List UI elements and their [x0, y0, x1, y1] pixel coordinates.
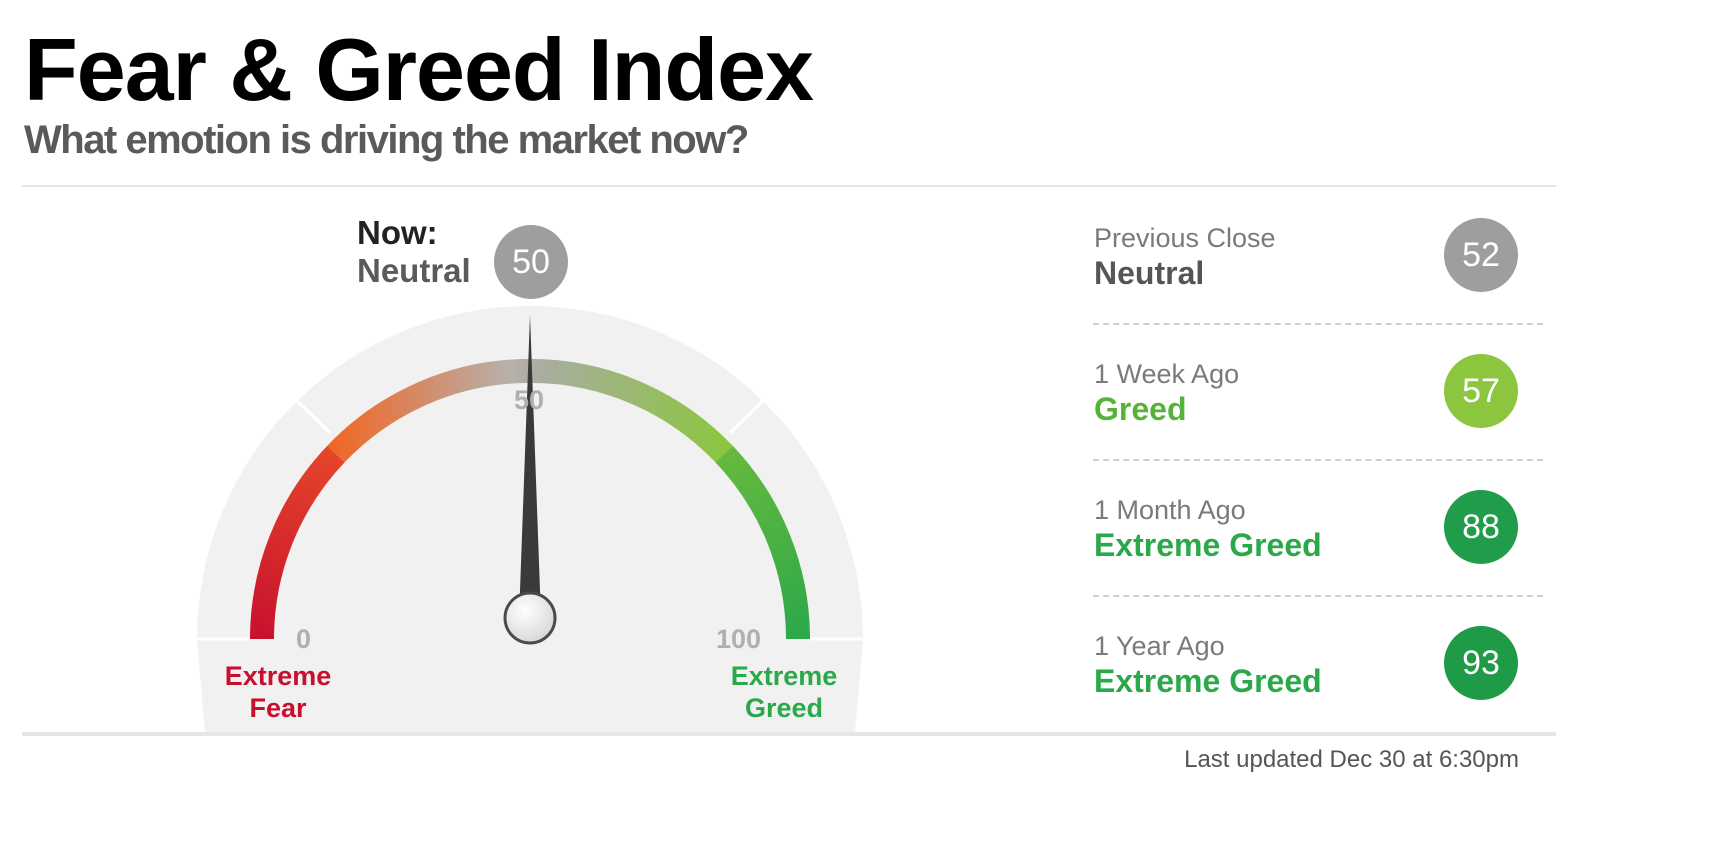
gauge-label-extreme-fear: Extreme Fear [224, 661, 332, 723]
now-block: Now: Neutral [357, 214, 471, 290]
gauge-band-extreme-fear [250, 445, 345, 640]
gauge-needle [519, 315, 541, 618]
gauge-band-extreme-greed [715, 445, 810, 640]
page-subtitle: What emotion is driving the market now? [24, 118, 749, 162]
history-row-previous-close: Previous Close Neutral 52 [1094, 218, 1542, 358]
history-rating: Extreme Greed [1094, 527, 1322, 563]
history-rating: Extreme Greed [1094, 663, 1322, 699]
history-label: 1 Year Ago [1094, 631, 1225, 661]
gauge-separator-left [284, 388, 332, 435]
history-divider [1093, 595, 1543, 597]
fear-greed-gauge [197, 306, 863, 732]
page-title: Fear & Greed Index [24, 20, 814, 119]
history-score-badge: 93 [1444, 626, 1518, 700]
top-divider [22, 185, 1556, 187]
history-score-badge: 88 [1444, 490, 1518, 564]
gauge-separator-right [728, 388, 776, 435]
history-divider [1093, 459, 1543, 461]
history-rating: Greed [1094, 391, 1187, 427]
gauge-tick-100: 100 [716, 624, 762, 654]
history-row-1-week-ago: 1 Week Ago Greed 57 [1094, 354, 1542, 494]
gauge-label-extreme-greed: Extreme Greed [730, 661, 838, 723]
history-divider [1093, 323, 1543, 325]
gauge-tick-50: 50 [514, 385, 545, 415]
history-score-badge: 52 [1444, 218, 1518, 292]
last-updated: Last updated Dec 30 at 6:30pm [1184, 746, 1519, 773]
gauge-needle-hub [503, 591, 557, 645]
now-rating: Neutral [357, 252, 471, 289]
history-score-badge: 57 [1444, 354, 1518, 428]
bottom-divider [22, 732, 1556, 736]
now-label: Now: [357, 214, 438, 251]
history-rating: Neutral [1094, 255, 1205, 291]
now-score-badge: 50 [494, 225, 568, 299]
history-label: Previous Close [1094, 223, 1276, 253]
history-row-1-month-ago: 1 Month Ago Extreme Greed 88 [1094, 490, 1542, 630]
gauge-tick-0: 0 [296, 624, 312, 654]
history-row-1-year-ago: 1 Year Ago Extreme Greed 93 [1094, 626, 1542, 766]
history-label: 1 Month Ago [1094, 495, 1246, 525]
history-label: 1 Week Ago [1094, 359, 1240, 389]
gauge-needle-shaft [519, 315, 541, 618]
